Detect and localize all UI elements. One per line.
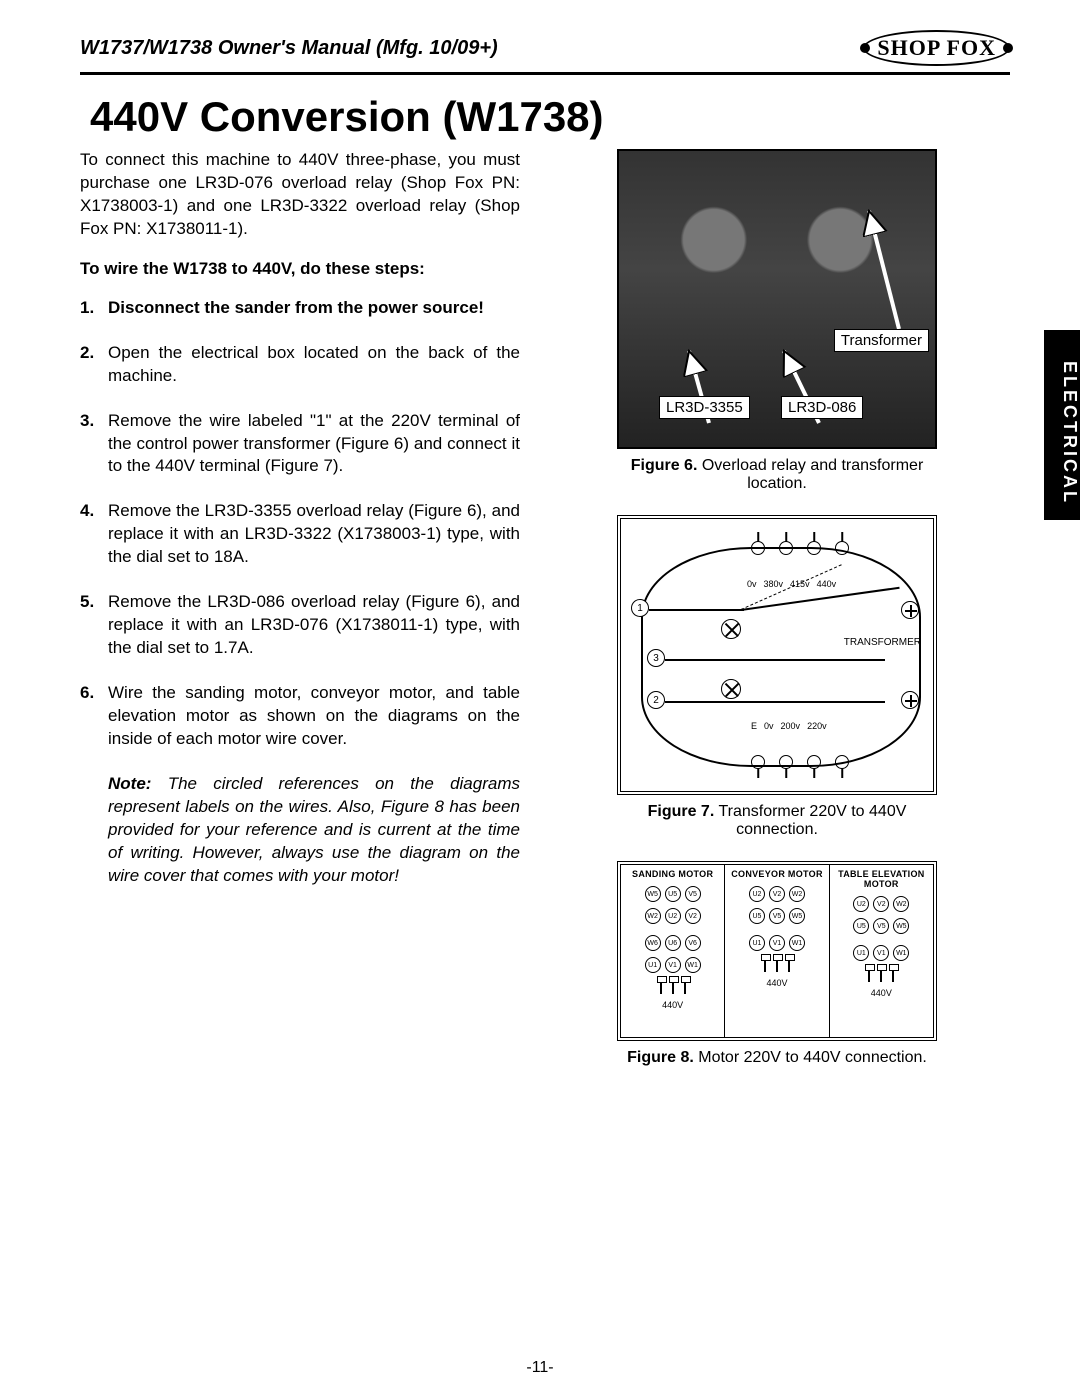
left-column: To connect this machine to 440V three-ph… [80,149,520,1089]
brand-logo: SHOP FOX [863,30,1010,66]
fig7-caption-rest: Transformer 220V to 440V connection. [714,803,906,838]
fig6-caption-rest: Overload relay and transformer location. [697,457,923,492]
callout-lr3d-086: LR3D-086 [781,396,863,419]
note-block: Note: The circled references on the diag… [108,773,520,888]
manual-title: W1737/W1738 Owner's Manual (Mfg. 10/09+) [80,37,498,60]
fig8-col-table-elevation: TABLE ELEVATION MOTOR U2 V2 W2 U5 V5 W5 … [830,865,933,1037]
page-header: W1737/W1738 Owner's Manual (Mfg. 10/09+)… [80,30,1010,75]
callout-lr3d-3355: LR3D-3355 [659,396,750,419]
figure-6-photo: Transformer LR3D-3355 LR3D-086 [617,149,937,449]
steps-list: Disconnect the sander from the power sou… [80,297,520,751]
note-label: Note: [108,774,151,793]
fig7-caption-bold: Figure 7. [648,803,715,820]
figure-8-caption: Figure 8. Motor 220V to 440V connection. [627,1049,927,1067]
lead-sentence: To wire the W1738 to 440V, do these step… [80,259,520,279]
step-5: Remove the LR3D-086 overload relay (Figu… [80,591,520,660]
step-4: Remove the LR3D-3355 overload relay (Fig… [80,500,520,569]
fig8-caption-rest: Motor 220V to 440V connection. [694,1049,927,1066]
note-text: The circled references on the diagrams r… [108,774,520,885]
figure-7-diagram: 0v 380v 415v 440v E 0v 200v 220v 1 3 2 T… [617,515,937,795]
figure-8-diagram: SANDING MOTOR W5 U5 V5 W2 U2 V2 W6 U6 V6 [617,861,937,1041]
figure-7-caption: Figure 7. Transformer 220V to 440V conne… [617,803,937,839]
page-number: -11- [526,1359,553,1377]
step-3: Remove the wire labeled "1" at the 220V … [80,410,520,479]
fig7-bot-labels: E 0v 200v 220v [751,721,827,731]
content: To connect this machine to 440V three-ph… [80,149,1010,1089]
step-6: Wire the sanding motor, conveyor motor, … [80,682,520,751]
fig6-caption-bold: Figure 6. [631,457,698,474]
page-title: 440V Conversion (W1738) [90,93,1010,141]
fig8-col-sanding: SANDING MOTOR W5 U5 V5 W2 U2 V2 W6 U6 V6 [621,865,725,1037]
fig7-node-3: 3 [647,649,665,667]
intro-paragraph: To connect this machine to 440V three-ph… [80,149,520,241]
fig8-col-conveyor: CONVEYOR MOTOR U2 V2 W2 U5 V5 W5 U1 V1 W… [725,865,829,1037]
figure-6-caption: Figure 6. Overload relay and transformer… [617,457,937,493]
fig7-node-1: 1 [631,599,649,617]
fig7-transformer-label: TRANSFORMER [844,637,921,648]
fig7-node-2: 2 [647,691,665,709]
fig8-caption-bold: Figure 8. [627,1049,694,1066]
section-tab: ELECTRICAL [1044,330,1080,520]
right-column: Transformer LR3D-3355 LR3D-086 Figure 6.… [544,149,1010,1089]
step-2: Open the electrical box located on the b… [80,342,520,388]
step-1: Disconnect the sander from the power sou… [80,297,520,320]
callout-transformer: Transformer [834,329,929,352]
